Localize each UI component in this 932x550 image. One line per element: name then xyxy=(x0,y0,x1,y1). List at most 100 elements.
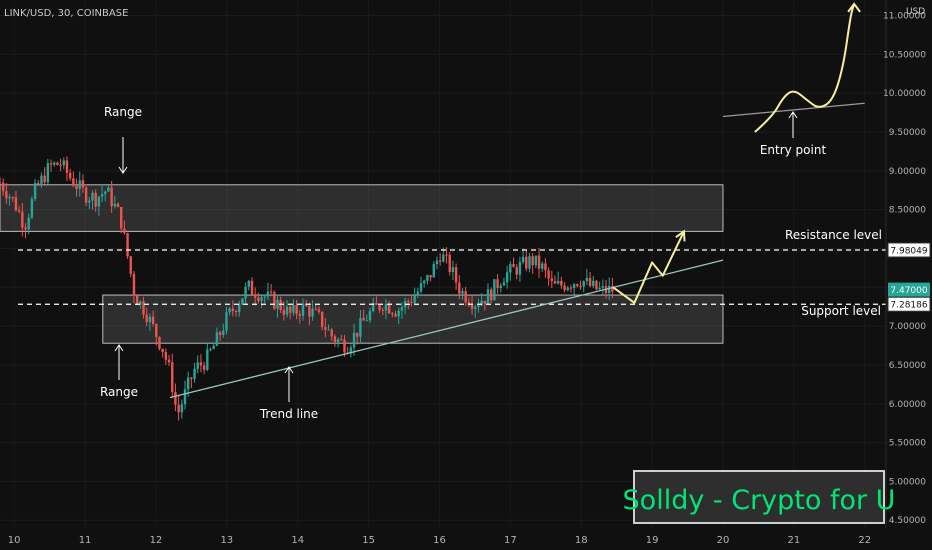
price-tag-box xyxy=(887,242,931,258)
candle-body xyxy=(49,163,53,165)
candle-body xyxy=(212,345,215,349)
candle-body xyxy=(397,310,400,317)
time-tick-label: 16 xyxy=(433,535,446,546)
candle-body xyxy=(563,285,566,291)
candle-body xyxy=(253,294,257,298)
candle-body xyxy=(97,196,101,207)
watermark-text: Solldy - Crypto for U xyxy=(623,485,896,516)
candle-body xyxy=(311,308,314,317)
candle-body xyxy=(582,281,585,287)
candle-body xyxy=(1,182,5,192)
candle-body xyxy=(145,314,148,323)
candle-body xyxy=(547,270,550,279)
candle-body xyxy=(78,180,81,189)
candle-body xyxy=(560,280,563,286)
candle-body xyxy=(241,298,244,305)
time-tick-label: 21 xyxy=(787,535,800,546)
candle-body xyxy=(595,280,598,290)
projection-path xyxy=(612,230,685,304)
candle-body xyxy=(368,311,372,321)
candle-body xyxy=(107,187,110,192)
candle-body xyxy=(413,295,416,303)
candle-body xyxy=(295,305,298,314)
candle-body xyxy=(489,289,493,301)
resistance-label: Resistance level xyxy=(785,228,882,242)
candle-body xyxy=(199,362,203,366)
candle-body xyxy=(365,320,369,322)
candle-body xyxy=(24,227,27,230)
candle-body xyxy=(493,279,496,301)
candle-body xyxy=(410,301,413,303)
candle-body xyxy=(515,267,518,275)
candle-body xyxy=(537,255,541,269)
candle-body xyxy=(349,347,353,354)
candle-body xyxy=(541,263,544,269)
candle-body xyxy=(151,316,155,324)
price-tick-label: 5.00000 xyxy=(889,477,926,487)
price-tick-label: 11.00000 xyxy=(883,12,926,22)
range-zone xyxy=(0,184,724,232)
candle-body xyxy=(282,310,286,315)
candle-body xyxy=(5,191,8,199)
time-tick-label: 22 xyxy=(858,535,871,546)
candle-body xyxy=(269,291,273,293)
time-axis[interactable]: 10 11 12 13 14 15 16 17 18 19 20 21 22 xyxy=(8,535,871,546)
candle-body xyxy=(202,365,206,370)
candle-body xyxy=(336,339,340,342)
candle-body xyxy=(132,273,136,296)
candle-body xyxy=(164,351,168,360)
candle-body xyxy=(445,254,448,256)
candle-body xyxy=(419,283,423,292)
candle-body xyxy=(21,211,24,228)
price-tick-label: 9.50000 xyxy=(889,128,926,138)
candle-body xyxy=(509,264,512,273)
candle-body xyxy=(327,329,330,331)
time-tick-label: 19 xyxy=(646,535,659,546)
trend-line-pointer-icon xyxy=(284,366,294,402)
entry-point-pointer-icon xyxy=(788,111,798,138)
candle-body xyxy=(158,337,161,349)
candle-body xyxy=(8,197,11,199)
symbol-title: LINK/USD, 30, COINBASE xyxy=(4,8,128,19)
candle-body xyxy=(43,175,46,183)
candle-body xyxy=(94,192,97,207)
candle-body xyxy=(298,313,302,316)
candle-body xyxy=(257,297,260,301)
time-tick-label: 20 xyxy=(717,535,730,546)
candle-body xyxy=(588,277,592,286)
candle-body xyxy=(33,183,37,199)
price-tag-text: 7.47000 xyxy=(890,286,927,296)
entry-point-label: Entry point xyxy=(760,143,827,157)
candle-body xyxy=(550,278,554,282)
candle-body xyxy=(512,264,515,268)
candle-body xyxy=(317,309,321,312)
time-tick-label: 12 xyxy=(150,535,163,546)
candle-body xyxy=(292,305,295,313)
candle-body xyxy=(301,303,305,316)
candle-body xyxy=(244,286,247,299)
candle-body xyxy=(120,207,123,229)
candle-body xyxy=(180,404,184,413)
candle-body xyxy=(171,362,174,393)
candle-body xyxy=(324,327,327,330)
candle-body xyxy=(553,281,557,284)
candle-body xyxy=(196,362,199,369)
candle-body xyxy=(91,192,94,201)
candle-body xyxy=(231,308,235,311)
candle-body xyxy=(340,339,343,341)
candle-body xyxy=(387,304,391,314)
candle-body xyxy=(72,178,75,186)
candle-body xyxy=(289,306,292,313)
time-tick-label: 10 xyxy=(8,535,21,546)
candle-body xyxy=(104,191,107,195)
price-tags: 7.98049 7.47000 7.28186 xyxy=(887,242,931,312)
projection-arrowhead-icon xyxy=(675,229,686,242)
candle-body xyxy=(285,306,289,315)
candle-body xyxy=(486,289,490,304)
candle-body xyxy=(566,287,569,291)
price-tag-box xyxy=(888,282,930,297)
candle-body xyxy=(608,285,611,294)
candle-body xyxy=(601,286,605,288)
candle-body xyxy=(333,336,337,342)
